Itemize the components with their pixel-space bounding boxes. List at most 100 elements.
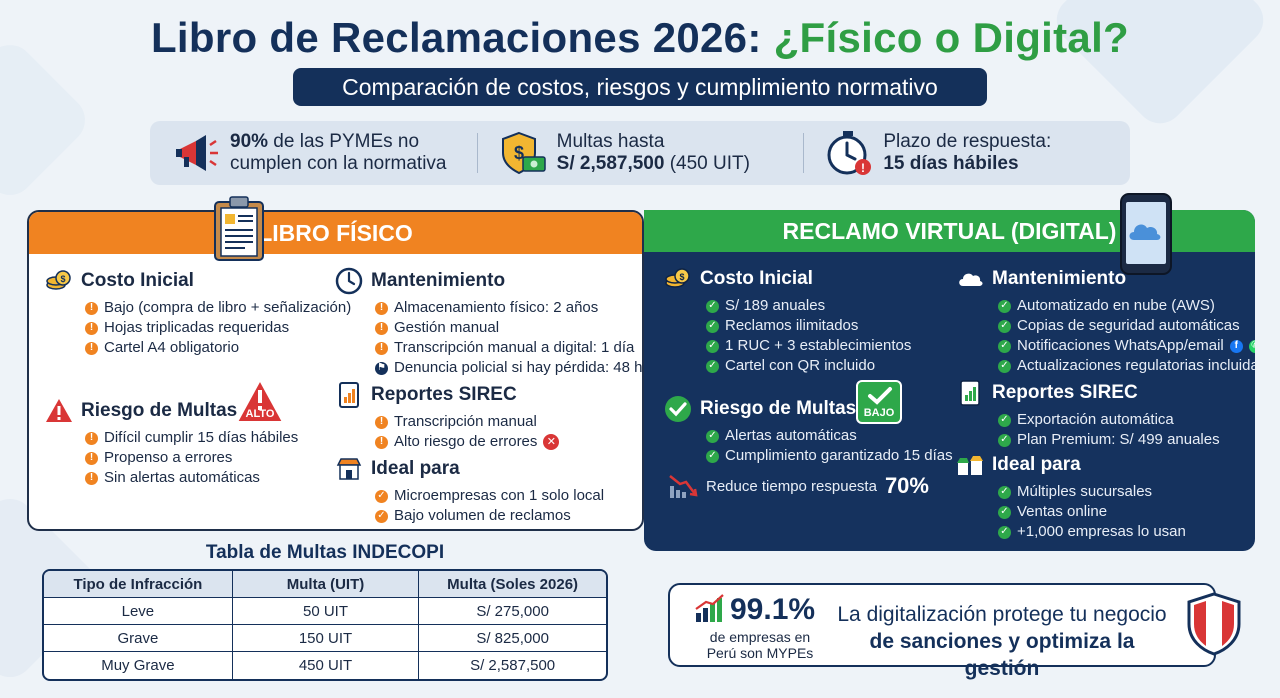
- list-item: ✓ +1,000 empresas lo usan: [956, 522, 1186, 542]
- stat-pymes: 90% de las PYMEs no cumplen con la norma…: [150, 121, 477, 185]
- smartphone-cloud-icon: [1120, 193, 1172, 275]
- digital-ideal-title: Ideal para: [956, 452, 1186, 478]
- risk-alto-badge: ALTO: [235, 378, 285, 424]
- list-item: ! Transcripción manual: [335, 412, 559, 432]
- svg-text:$: $: [514, 143, 524, 163]
- fisico-sirec-title: Reportes SIREC: [335, 382, 559, 408]
- panel-libro-fisico: LIBRO FÍSICO $ Costo Inicial ! Bajo (comp…: [27, 210, 644, 531]
- list-item: ⚑ Denuncia policial si hay pérdida: 48 ho…: [335, 358, 642, 378]
- digital-sirec-list: ✓ Exportación automática ✓ Plan Premium: S…: [956, 410, 1220, 450]
- list-item: ! Gestión manual: [335, 318, 642, 338]
- trend-down-icon: [669, 475, 698, 498]
- list-item: ✓ Actualizaciones regulatorias incluidas: [956, 356, 1255, 376]
- fisico-costo-section: $ Costo Inicial ! Bajo (compra de libro +…: [45, 268, 351, 358]
- table-row: Grave 150 UIT S/ 825,000: [44, 625, 606, 652]
- table-row: Leve 50 UIT S/ 275,000: [44, 598, 606, 625]
- list-item: ✓ Reclamos ilimitados: [664, 316, 911, 336]
- fisico-riesgo-list: ! Difícil cumplir 15 días hábiles ! Propen…: [45, 428, 298, 488]
- check-icon: ✓: [998, 339, 1011, 353]
- table-cell: Grave: [44, 625, 233, 652]
- list-item: ✓ Automatizado en nube (AWS): [956, 296, 1255, 316]
- check-icon: ✓: [998, 319, 1011, 333]
- fisico-riesgo-title: Riesgo de Multas: [45, 398, 298, 424]
- digital-ideal-section: Ideal para ✓ Múltiples sucursales ✓ Ventas…: [956, 452, 1186, 542]
- closing-line-1: La digitalización protege tu negocio: [837, 603, 1167, 626]
- digital-mant-section: Mantenimiento ✓ Automatizado en nube (AWS…: [956, 266, 1255, 376]
- svg-text:$: $: [60, 274, 65, 284]
- closing-box: 99.1% de empresas en Perú son MYPEs La d…: [668, 583, 1216, 680]
- fisico-ideal-section: Ideal para ✓ Microempresas con 1 solo loc…: [335, 456, 604, 526]
- table-cell: 450 UIT: [233, 652, 420, 679]
- whatsapp-icon: ✆: [1248, 339, 1255, 353]
- check-icon: ✓: [706, 339, 719, 353]
- reduce-time-label: Reduce tiempo respuesta: [706, 477, 877, 495]
- list-item: ! Transcripción manual a digital: 1 día: [335, 338, 642, 358]
- check-icon: ✓: [375, 509, 388, 523]
- digital-sirec-title: Reportes SIREC: [956, 380, 1220, 406]
- list-item: ✓ 1 RUC + 3 establecimientos: [664, 336, 911, 356]
- fisico-riesgo-section: Riesgo de Multas ! Difícil cumplir 15 día…: [45, 398, 298, 488]
- risk-bajo-label: BAJO: [863, 407, 895, 419]
- error-x-icon: ✕: [543, 434, 560, 450]
- check-icon: ✓: [706, 359, 719, 373]
- growth-chart-icon: [695, 594, 724, 622]
- list-item: ✓ S/ 189 anuales: [664, 296, 911, 316]
- table-cell: Muy Grave: [44, 652, 233, 679]
- table-cell: 50 UIT: [232, 598, 420, 625]
- digital-riesgo-label: Riesgo de Multas: [700, 398, 857, 419]
- fisico-mant-section: Mantenimiento ! Almacenamiento físico: 2 …: [335, 267, 642, 378]
- digital-mant-title: Mantenimiento: [956, 266, 1255, 292]
- stat-pymes-value: 90%: [230, 131, 269, 152]
- list-item: ! Bajo (compra de libro + señalización): [45, 298, 351, 318]
- list-item: ✓ Ventas online: [956, 502, 1186, 522]
- check-icon: ✓: [375, 489, 388, 503]
- mype-percentage: 99.1%: [730, 593, 816, 626]
- table-header-row: Tipo de Infracción Multa (UIT) Multa (So…: [44, 571, 606, 598]
- stat-multas-uit: (450 UIT): [664, 153, 750, 174]
- table-cell: 150 UIT: [232, 625, 420, 652]
- table-cell: S/ 825,000: [419, 625, 606, 652]
- report-icon: [960, 380, 980, 406]
- fisico-costo-label: Costo Inicial: [81, 270, 194, 291]
- stats-bar: 90% de las PYMEs no cumplen con la norma…: [150, 121, 1130, 185]
- warning-icon: !: [85, 471, 98, 485]
- check-icon: [868, 387, 892, 405]
- check-icon: ✓: [998, 359, 1011, 373]
- list-item: ✓ Alertas automáticas: [664, 426, 953, 446]
- list-item: ✓ Cartel con QR incluido: [664, 356, 911, 376]
- cloud-icon: [959, 273, 983, 286]
- fisico-ideal-title: Ideal para: [335, 456, 604, 482]
- risk-alto-label: ALTO: [245, 408, 275, 420]
- check-icon: ✓: [998, 413, 1011, 427]
- fisico-ideal-list: ✓ Microempresas con 1 solo local ✓ Bajo vo…: [335, 486, 604, 526]
- table-cell: Leve: [44, 598, 233, 625]
- clock-icon: [335, 267, 363, 295]
- warning-icon: !: [85, 321, 98, 335]
- digital-costo-title: $ Costo Inicial: [664, 266, 911, 292]
- reduce-time-value: 70%: [884, 473, 929, 498]
- digital-sirec-label: Reportes SIREC: [992, 382, 1138, 403]
- fisico-costo-list: ! Bajo (compra de libro + señalización) !…: [45, 298, 351, 358]
- warning-icon: !: [375, 301, 388, 315]
- check-icon: ✓: [706, 299, 719, 313]
- digital-mant-list: ✓ Automatizado en nube (AWS) ✓ Copias de s…: [956, 296, 1255, 376]
- warning-icon: !: [375, 415, 388, 429]
- table-cell: S/ 2,587,500: [470, 657, 556, 674]
- list-item: ! Sin alertas automáticas: [45, 468, 298, 488]
- risk-bajo-badge: BAJO: [856, 380, 902, 424]
- stat-pymes-text: 90% de las PYMEs no cumplen con la norma…: [230, 131, 447, 175]
- megaphone-icon: [176, 135, 218, 171]
- list-item: ! Cartel A4 obligatorio: [45, 338, 351, 358]
- title-highlight: ¿Físico o Digital?: [773, 14, 1130, 61]
- digital-ideal-label: Ideal para: [992, 454, 1081, 475]
- list-item: ! Hojas triplicadas requeridas: [45, 318, 351, 338]
- stat-multas: $ Multas hasta S/ 2,587,500 (450 UIT): [476, 121, 804, 185]
- fines-table: Tipo de Infracción Multa (UIT) Multa (So…: [42, 569, 608, 681]
- mype-percentage-label: de empresas en Perú son MYPEs: [706, 629, 814, 661]
- report-icon: [339, 382, 359, 408]
- warning-icon: !: [375, 321, 388, 335]
- digital-mant-label: Mantenimiento: [992, 268, 1127, 289]
- coins-icon: $: [46, 270, 71, 290]
- stat-plazo: ! Plazo de respuesta: 15 días hábiles: [803, 121, 1130, 185]
- title-main: Libro de Reclamaciones 2026:: [150, 14, 774, 61]
